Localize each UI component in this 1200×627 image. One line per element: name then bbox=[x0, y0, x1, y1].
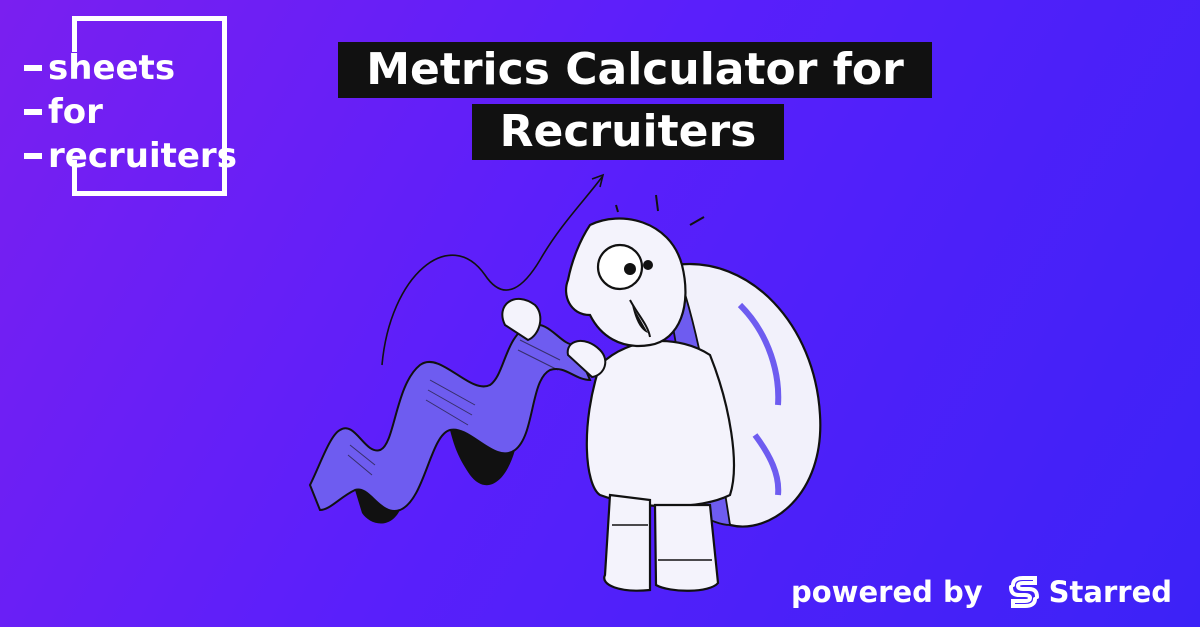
title-line-1: Metrics Calculator for bbox=[338, 42, 932, 98]
logo-line: sheets bbox=[24, 46, 264, 90]
logo-dash bbox=[24, 65, 42, 71]
turtle-body bbox=[585, 340, 735, 592]
turtle-illustration bbox=[308, 173, 822, 592]
starred-logo[interactable]: Starred bbox=[1007, 575, 1172, 609]
logo-line: recruiters bbox=[24, 134, 264, 178]
powered-by: powered by Starred bbox=[791, 575, 1172, 609]
logo-dash bbox=[24, 153, 42, 159]
logo-dash bbox=[24, 109, 42, 115]
starred-logo-icon bbox=[1008, 576, 1039, 608]
logo-word: for bbox=[48, 92, 103, 132]
powered-by-label: powered by bbox=[791, 575, 983, 609]
logo-frame bbox=[72, 16, 227, 196]
turtle-head bbox=[564, 217, 687, 348]
logo-word: recruiters bbox=[48, 136, 237, 176]
logo-word: sheets bbox=[48, 48, 176, 88]
logo-text: sheets for recruiters bbox=[24, 46, 264, 178]
sheets-for-recruiters-logo: sheets for recruiters bbox=[24, 16, 237, 196]
logo-line: for bbox=[24, 90, 264, 134]
receipt-scroll-icon bbox=[308, 298, 607, 524]
starred-brand-name: Starred bbox=[1048, 575, 1172, 609]
page-title: Metrics Calculator for Recruiters bbox=[0, 42, 1200, 166]
upward-arrow-icon bbox=[381, 176, 603, 366]
title-line-2: Recruiters bbox=[471, 104, 785, 160]
